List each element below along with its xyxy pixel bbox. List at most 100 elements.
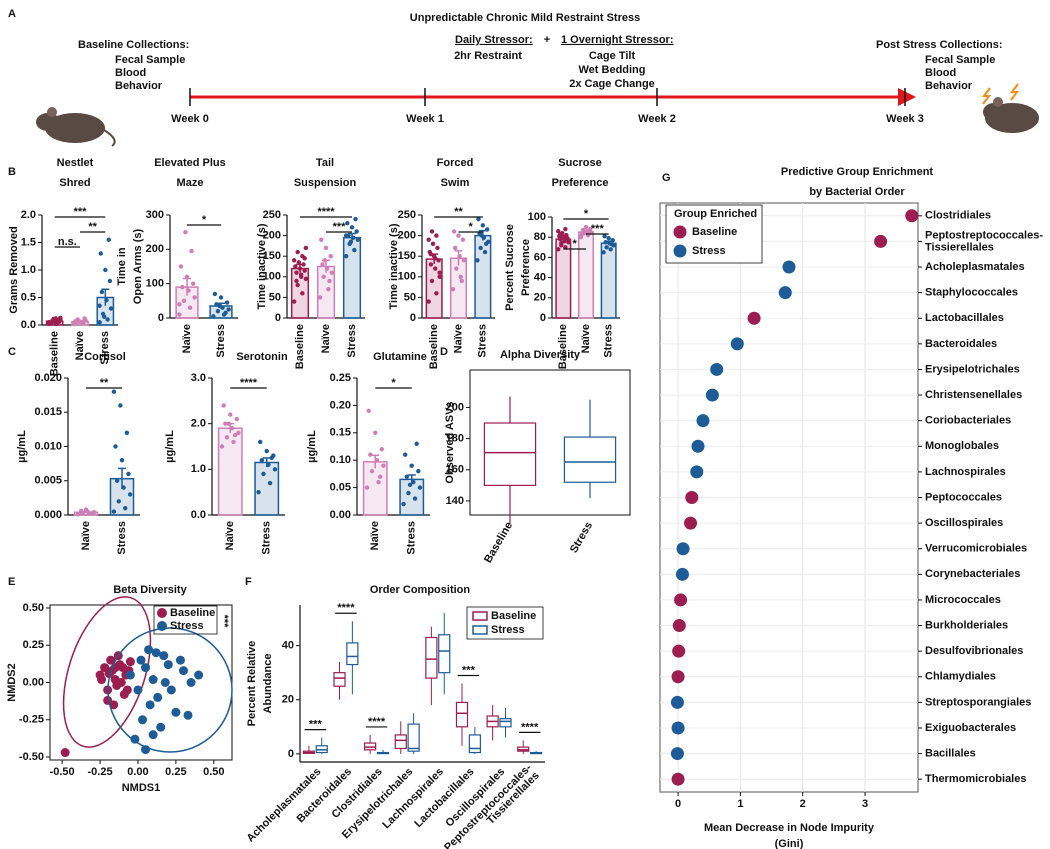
data-point	[160, 678, 170, 687]
y-tick-label: Staphylococcales	[925, 287, 1018, 299]
data-point	[116, 499, 121, 504]
y-tick-label: 3.0	[191, 372, 206, 384]
data-point	[691, 439, 705, 453]
y-tick-label: Lactobacillales	[925, 312, 1004, 324]
data-point	[676, 542, 690, 556]
data-point	[226, 307, 231, 312]
x-tick-label: Stress	[116, 521, 128, 555]
x-tick-label: 3	[862, 798, 868, 810]
data-point	[321, 274, 326, 279]
data-point	[354, 229, 359, 234]
data-point	[696, 414, 710, 428]
data-point	[261, 471, 266, 477]
data-point	[224, 435, 230, 440]
x-tick-label: Stress	[346, 324, 358, 358]
y-tick-label: 300	[146, 209, 164, 221]
data-point	[353, 216, 358, 222]
data-point	[435, 245, 440, 251]
data-point	[294, 278, 299, 284]
data-point	[293, 264, 298, 269]
x-tick-label: Baseline	[482, 520, 515, 565]
data-point	[181, 298, 187, 304]
chart-title: Nestlet	[57, 157, 94, 169]
data-point	[874, 234, 888, 248]
y-tick-label: 250	[398, 209, 416, 221]
legend-title: Group Enriched	[674, 208, 757, 220]
y-tick-label: Peptococcales	[925, 491, 1002, 503]
x-tick-label: 0.00	[127, 766, 148, 778]
week-label: Week 3	[886, 113, 924, 125]
data-point	[183, 710, 193, 720]
significance-label: ***	[591, 223, 605, 235]
data-point	[119, 458, 125, 463]
box	[499, 718, 512, 728]
y-axis-label: Time in	[116, 247, 128, 286]
y-tick-label: Streptosporangiales	[925, 696, 1031, 708]
data-point	[296, 260, 302, 265]
chart-title: Maze	[177, 177, 204, 189]
box	[425, 636, 438, 679]
data-point	[224, 300, 230, 305]
collection-item: Blood	[115, 67, 146, 79]
data-point	[166, 685, 176, 695]
data-point	[671, 670, 685, 684]
legend-marker	[472, 611, 488, 621]
x-tick-label: 0.50	[203, 766, 224, 778]
significance-label: ****	[240, 377, 258, 389]
collection-item: Behavior	[115, 80, 163, 92]
data-point	[747, 311, 761, 325]
x-tick-label: 0.25	[165, 766, 186, 778]
data-point	[349, 225, 355, 230]
stressor-item: Cage Tilt	[589, 50, 636, 62]
heading: Post Stress Collections:	[876, 39, 1003, 51]
y-tick-label: 140	[446, 495, 464, 507]
significance-label: *	[573, 238, 578, 250]
y-tick-label: 0.00	[23, 676, 44, 688]
box	[407, 723, 420, 752]
x-tick-label: Naïve	[74, 331, 86, 360]
data-point	[451, 229, 457, 234]
x-tick-label: 0	[675, 798, 681, 810]
data-point	[171, 707, 181, 717]
data-point	[345, 221, 350, 226]
data-point	[194, 670, 204, 680]
data-point	[428, 262, 434, 267]
y-tick-label: 60	[534, 251, 546, 263]
data-point	[82, 316, 87, 321]
chart-title: by Bacterial Order	[809, 186, 905, 198]
data-point	[126, 471, 131, 477]
data-point	[212, 291, 218, 297]
y-tick-label: 100	[263, 271, 281, 283]
data-point	[295, 282, 300, 288]
data-point	[412, 496, 418, 501]
y-tick-label: Monoglobales	[925, 440, 999, 452]
y-tick-label: Bacteroidales	[925, 338, 997, 350]
data-point	[319, 237, 324, 242]
data-point	[148, 675, 158, 685]
legend-label: Baseline	[692, 226, 737, 238]
data-point	[406, 490, 411, 496]
x-tick-label: Baseline	[557, 324, 569, 369]
y-tick-label: Erysipelotrichales	[925, 363, 1020, 375]
data-point	[675, 567, 689, 581]
x-tick-label: Stress	[99, 331, 111, 365]
data-point	[433, 266, 438, 271]
y-tick-label: 200	[398, 230, 416, 242]
y-tick-label: 150	[263, 250, 281, 262]
data-point	[556, 247, 561, 252]
bar	[577, 231, 595, 319]
week-label: Week 2	[638, 113, 676, 125]
data-point	[710, 362, 724, 376]
data-point	[148, 730, 158, 740]
data-point	[402, 452, 408, 457]
y-tick-label: Acholeplasmatales	[925, 261, 1025, 273]
y-tick-label: 1.5	[21, 236, 36, 248]
data-point	[116, 678, 126, 687]
data-point	[109, 700, 119, 710]
data-point	[672, 619, 686, 633]
legend-label: Stress	[692, 245, 726, 257]
data-point	[153, 692, 163, 702]
chart-title: Serotonin	[236, 351, 288, 363]
data-point	[317, 295, 323, 300]
legend-box	[153, 605, 218, 635]
